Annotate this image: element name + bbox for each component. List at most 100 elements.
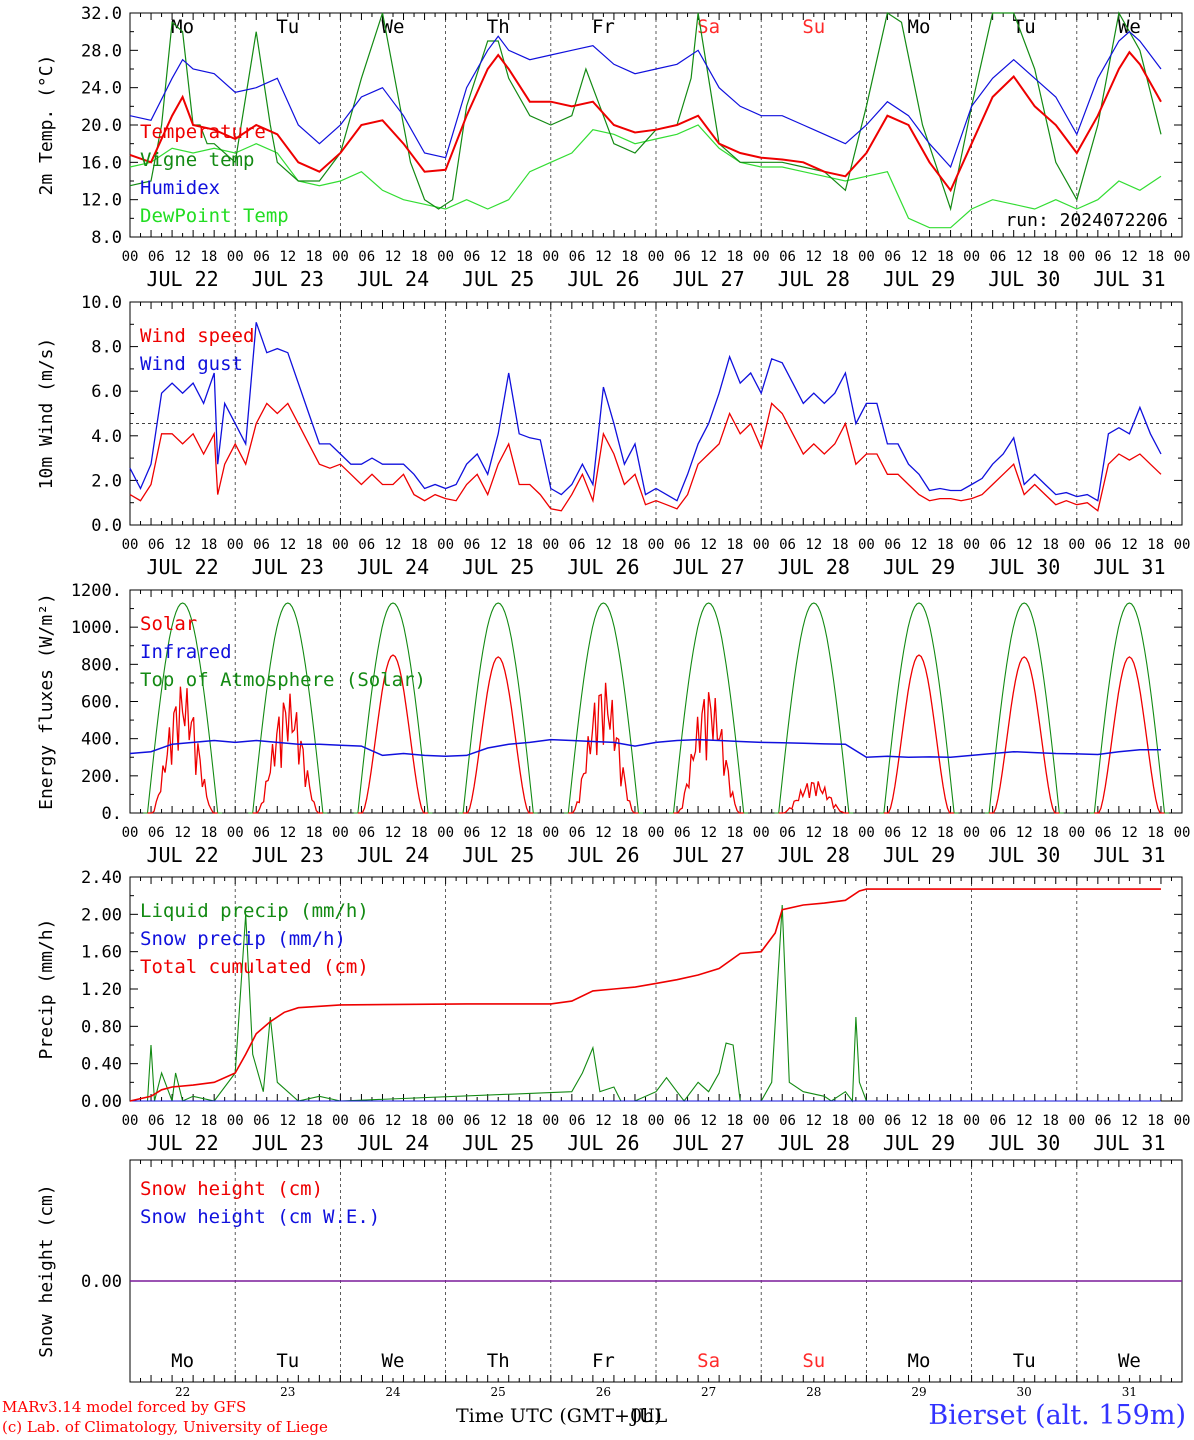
x-date-label: JUL 26 [567, 1131, 639, 1155]
x-hour-tick-label: 06 [463, 249, 480, 265]
day-number-label: 30 [1017, 1385, 1032, 1399]
weekday-label: We [382, 1350, 405, 1372]
x-hour-tick-label: 18 [200, 825, 217, 841]
x-hour-tick-label: 06 [1095, 537, 1112, 553]
x-hour-tick-label: 06 [1095, 1113, 1112, 1129]
station-name: Bierset (alt. 159m) [928, 1400, 1186, 1431]
x-hour-tick-label: 00 [753, 1113, 770, 1129]
y-tick-label: 32.0 [81, 4, 122, 24]
toa-solar-line [353, 602, 433, 814]
y-axis-label: Precip (mm/h) [36, 919, 57, 1060]
x-hour-tick-label: 06 [358, 537, 375, 553]
day-number-label: 23 [280, 1385, 295, 1399]
x-hour-tick-label: 00 [963, 537, 980, 553]
x-hour-tick-label: 06 [674, 1113, 691, 1129]
x-axis-title: Time UTC (GMT+0h) JUL [456, 1405, 667, 1427]
legend-entry: Vigne temp [140, 149, 254, 171]
x-date-label: JUL 31 [1093, 267, 1165, 291]
legend-entry: Snow height (cm) [140, 1178, 323, 1200]
legend-entry: DewPoint Temp [140, 205, 289, 227]
x-date-label: JUL 29 [883, 1131, 955, 1155]
y-tick-label: 0.00 [81, 1272, 122, 1292]
x-hour-tick-label: 06 [463, 1113, 480, 1129]
x-hour-tick-label: 00 [648, 537, 665, 553]
solar-line [883, 654, 955, 814]
x-hour-tick-label: 00 [753, 537, 770, 553]
x-hour-tick-label: 06 [779, 537, 796, 553]
x-hour-tick-label: 18 [200, 1113, 217, 1129]
x-hour-tick-label: 18 [306, 825, 323, 841]
x-hour-tick-label: 12 [1121, 1113, 1138, 1129]
x-hour-tick-label: 00 [753, 249, 770, 265]
x-hour-tick-label: 12 [700, 249, 717, 265]
x-hour-tick-label: 12 [1016, 249, 1033, 265]
x-hour-tick-label: 00 [437, 1113, 454, 1129]
x-hour-tick-label: 18 [516, 1113, 533, 1129]
series-wind-gust-line [129, 322, 1162, 502]
x-hour-tick-label: 18 [621, 537, 638, 553]
x-date-label: JUL 25 [462, 555, 534, 579]
x-hour-tick-label: 12 [1121, 537, 1138, 553]
weekday-label: Mo [908, 16, 931, 38]
y-tick-label: 24.0 [81, 79, 122, 99]
x-hour-tick-label: 18 [832, 1113, 849, 1129]
x-hour-tick-label: 18 [1147, 249, 1164, 265]
y-tick-label: 10.0 [81, 293, 122, 313]
x-date-label: JUL 25 [462, 267, 534, 291]
y-tick-label: 28.0 [81, 41, 122, 61]
series-liquid-precip-mm-h--line [130, 904, 1161, 1103]
x-hour-tick-label: 12 [911, 1113, 928, 1129]
x-hour-tick-label: 00 [122, 537, 139, 553]
weekday-label: Tu [1013, 1350, 1036, 1372]
x-date-label: JUL 31 [1093, 843, 1165, 867]
y-axis-label: Snow height (cm) [36, 1184, 57, 1357]
solar-line [252, 693, 323, 814]
x-date-label: JUL 29 [883, 555, 955, 579]
y-tick-label: 0.0 [91, 516, 122, 536]
x-hour-tick-label: 00 [648, 249, 665, 265]
x-hour-tick-label: 18 [1042, 249, 1059, 265]
x-hour-tick-label: 06 [358, 825, 375, 841]
x-hour-tick-label: 18 [832, 537, 849, 553]
toa-solar-line [669, 602, 748, 814]
weekday-label: Mo [908, 1350, 931, 1372]
series-wind-speed-line [129, 402, 1162, 512]
x-hour-tick-label: 18 [832, 825, 849, 841]
x-hour-tick-label: 00 [332, 537, 349, 553]
x-date-label: JUL 28 [778, 843, 850, 867]
run-label: run: 2024072206 [1005, 210, 1168, 231]
weekday-label: Tu [276, 1350, 299, 1372]
weekday-label: Fr [592, 16, 615, 38]
x-hour-tick-label: 06 [148, 537, 165, 553]
x-hour-tick-label: 12 [805, 1113, 822, 1129]
x-hour-tick-label: 18 [726, 537, 743, 553]
weekday-label: Mo [171, 1350, 194, 1372]
x-hour-tick-label: 12 [1016, 537, 1033, 553]
x-hour-tick-label: 18 [516, 537, 533, 553]
weekday-label: Sa [697, 1350, 720, 1372]
y-axis-label: 2m Temp. (°C) [36, 55, 57, 196]
toa-solar-line [143, 602, 223, 814]
x-date-label: JUL 23 [252, 267, 324, 291]
x-hour-tick-label: 12 [1121, 249, 1138, 265]
y-tick-label: 8.0 [91, 338, 122, 358]
y-tick-label: 12.0 [81, 191, 122, 211]
x-hour-tick-label: 00 [1174, 825, 1191, 841]
x-hour-tick-label: 18 [621, 249, 638, 265]
weekday-label: Tu [1013, 16, 1036, 38]
day-number-label: 24 [385, 1385, 401, 1399]
panel-frame [129, 589, 1183, 814]
x-hour-tick-label: 12 [490, 249, 507, 265]
x-hour-tick-label: 18 [306, 1113, 323, 1129]
legend-entry: Wind gust [140, 353, 243, 375]
x-hour-tick-label: 12 [385, 1113, 402, 1129]
y-tick-label: 1.20 [81, 980, 122, 1000]
x-date-label: JUL 29 [883, 267, 955, 291]
x-hour-tick-label: 06 [884, 1113, 901, 1129]
y-tick-label: 1000. [71, 618, 122, 638]
x-hour-tick-label: 06 [779, 825, 796, 841]
legend-entry: Temperature [140, 121, 266, 143]
x-hour-tick-label: 18 [832, 249, 849, 265]
x-hour-tick-label: 06 [569, 1113, 586, 1129]
